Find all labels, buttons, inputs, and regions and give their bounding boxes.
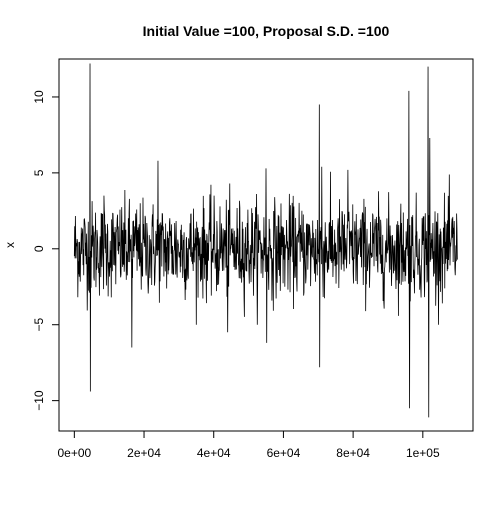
y-axis-label: x	[3, 242, 17, 248]
y-tick-label: −10	[32, 390, 46, 411]
series-trace-line	[73, 63, 458, 418]
y-tick-label: −5	[32, 318, 46, 332]
x-tick-label: 1e+05	[406, 446, 440, 460]
x-axis: 0e+00 2e+04 4e+04 6e+04 8e+04 1e+05	[57, 430, 440, 460]
x-tick-label: 0e+00	[57, 446, 91, 460]
x-tick-label: 2e+04	[127, 446, 161, 460]
y-tick-label: 5	[32, 169, 46, 176]
y-axis: −10 −5 0 5 10	[32, 90, 60, 411]
x-tick-label: 8e+04	[336, 446, 370, 460]
chart-title: Initial Value =100, Proposal S.D. =100	[143, 23, 390, 39]
y-tick-label: 10	[32, 90, 46, 104]
series-layer	[73, 63, 458, 418]
x-tick-label: 6e+04	[267, 446, 301, 460]
y-tick-label: 0	[32, 245, 46, 252]
x-tick-label: 4e+04	[197, 446, 231, 460]
